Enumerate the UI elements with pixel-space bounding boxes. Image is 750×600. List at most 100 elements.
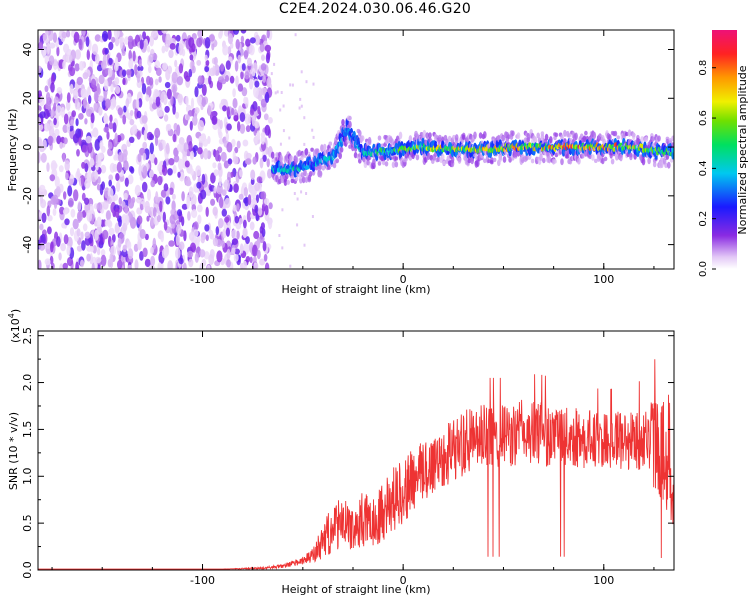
noise-cell — [77, 101, 81, 111]
noise-cell — [222, 228, 227, 239]
noise-cell — [149, 151, 154, 163]
ridge-halo-cell — [440, 153, 445, 162]
ridge-core-cell — [306, 164, 310, 170]
noise-cell — [253, 256, 257, 265]
noise-cell — [311, 128, 314, 132]
noise-cell — [121, 50, 126, 57]
noise-cell — [121, 69, 127, 77]
noise-cell — [117, 151, 124, 163]
noise-cell — [175, 34, 181, 42]
noise-cell — [107, 141, 113, 150]
spectrogram-y-tick-label: -20 — [21, 187, 34, 205]
ridge-halo-cell — [624, 131, 629, 137]
noise-cell — [148, 65, 152, 74]
ridge-halo-cell — [603, 156, 608, 162]
noise-cell — [308, 151, 311, 155]
ridge-halo-cell — [667, 161, 671, 169]
noise-cell — [163, 221, 168, 231]
noise-cell — [123, 160, 129, 172]
noise-cell — [54, 176, 60, 188]
noise-cell — [267, 168, 273, 179]
noise-cell — [103, 90, 107, 101]
noise-cell — [264, 91, 270, 103]
spectrogram-y-axis-label: Frequency (Hz) — [6, 109, 19, 192]
noise-cell — [127, 264, 132, 269]
noise-cell — [211, 115, 218, 125]
noise-cell — [48, 55, 55, 66]
ridge-halo-cell — [367, 136, 372, 145]
noise-cell — [125, 98, 130, 108]
noise-cell — [196, 37, 203, 48]
noise-cell — [222, 44, 229, 56]
ridge-halo-cell — [339, 146, 344, 153]
noise-cell — [38, 259, 42, 269]
noise-cell — [93, 90, 99, 103]
noise-cell — [239, 123, 246, 134]
noise-cell — [294, 33, 297, 37]
noise-cell — [124, 205, 129, 214]
noise-cell — [108, 174, 113, 181]
noise-cell — [160, 232, 164, 243]
ridge-halo-cell — [652, 161, 657, 168]
noise-cell — [214, 64, 220, 76]
noise-cell — [162, 62, 168, 71]
noise-cell — [241, 63, 246, 71]
noise-cell — [107, 187, 114, 199]
noise-cell — [191, 209, 198, 219]
noise-cell — [264, 44, 272, 52]
ridge-halo-cell — [527, 154, 532, 160]
noise-cell — [114, 85, 121, 95]
noise-cell — [196, 204, 203, 213]
spectrogram-y-tick-label: 0 — [21, 144, 34, 151]
noise-cell — [234, 60, 239, 72]
noise-cell — [220, 151, 227, 162]
ridge-halo-cell — [540, 131, 545, 136]
noise-cell — [188, 258, 194, 268]
chart-title: C2E4.2024.030.06.46.G20 — [278, 1, 472, 17]
ridge-halo-cell — [616, 135, 620, 140]
ridge-halo-cell — [327, 165, 331, 170]
snr-ticks: -100 0 100 0.0 0.5 1.0 1.5 2.0 2.5 — [21, 327, 674, 587]
noise-cell — [242, 228, 248, 239]
noise-cell — [250, 169, 256, 181]
ridge-halo-cell — [492, 157, 497, 163]
noise-cell — [236, 230, 240, 240]
noise-cell — [47, 135, 54, 145]
noise-cell — [114, 207, 120, 218]
noise-cell — [93, 103, 98, 112]
noise-cell — [152, 237, 157, 250]
noise-cell — [203, 148, 209, 160]
ridge-halo-cell — [318, 170, 323, 177]
noise-cell — [149, 142, 154, 155]
noise-cell — [296, 197, 299, 201]
noise-cell — [212, 237, 218, 247]
noise-cell — [188, 186, 194, 198]
noise-cell — [167, 168, 173, 176]
ridge-halo-cell — [384, 161, 389, 167]
noise-cell — [44, 258, 51, 266]
noise-cell — [45, 243, 51, 249]
noise-cell — [218, 131, 223, 139]
noise-cell — [39, 95, 45, 107]
noise-cell — [38, 211, 43, 219]
noise-cell — [142, 165, 148, 176]
ridge-halo-cell — [553, 159, 557, 164]
ridge-halo-cell — [542, 157, 546, 164]
noise-cell — [194, 107, 200, 114]
noise-cell — [201, 83, 207, 96]
noise-cell — [58, 252, 62, 261]
noise-cell — [225, 132, 229, 142]
noise-cell — [226, 141, 233, 153]
noise-cell — [175, 111, 180, 119]
noise-cell — [86, 108, 93, 117]
noise-cell — [94, 229, 99, 241]
noise-cell — [312, 82, 315, 86]
noise-cell — [81, 210, 87, 218]
noise-cell — [266, 30, 270, 39]
noise-cell — [215, 226, 219, 236]
noise-cell — [161, 164, 166, 173]
noise-cell — [191, 65, 196, 74]
noise-cell — [108, 41, 114, 51]
noise-cell — [95, 153, 102, 165]
noise-cell — [254, 204, 259, 214]
